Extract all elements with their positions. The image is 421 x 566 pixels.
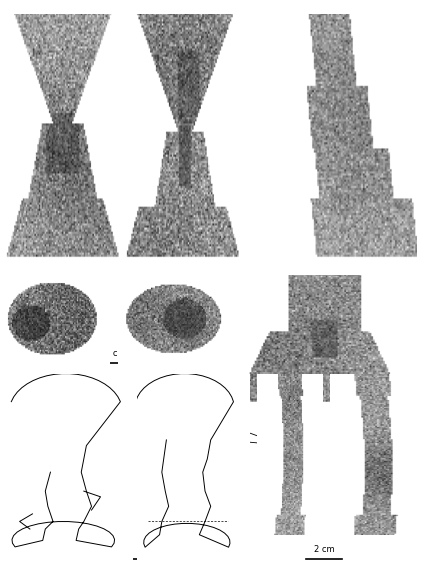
Text: E: E (119, 277, 126, 288)
Text: D: D (5, 277, 14, 288)
Text: 2 cm: 2 cm (354, 383, 374, 392)
Text: C: C (249, 17, 257, 27)
Text: ap: ap (5, 475, 15, 484)
Text: B: B (125, 17, 133, 27)
Text: ap: ap (390, 298, 412, 307)
Text: F: F (249, 277, 257, 288)
Text: c: c (204, 530, 208, 539)
Text: 5 cm: 5 cm (106, 349, 126, 358)
Text: G: G (5, 376, 14, 387)
Text: 2 cm: 2 cm (354, 217, 374, 226)
Text: J: J (331, 376, 336, 387)
Text: I: I (258, 376, 262, 387)
Text: 5 cm: 5 cm (104, 544, 124, 554)
Text: ms: ms (274, 443, 285, 452)
Text: A: A (5, 17, 13, 27)
Text: H: H (138, 376, 147, 387)
Text: M.1: M.1 (93, 468, 107, 477)
Text: 2 cm: 2 cm (314, 544, 334, 554)
